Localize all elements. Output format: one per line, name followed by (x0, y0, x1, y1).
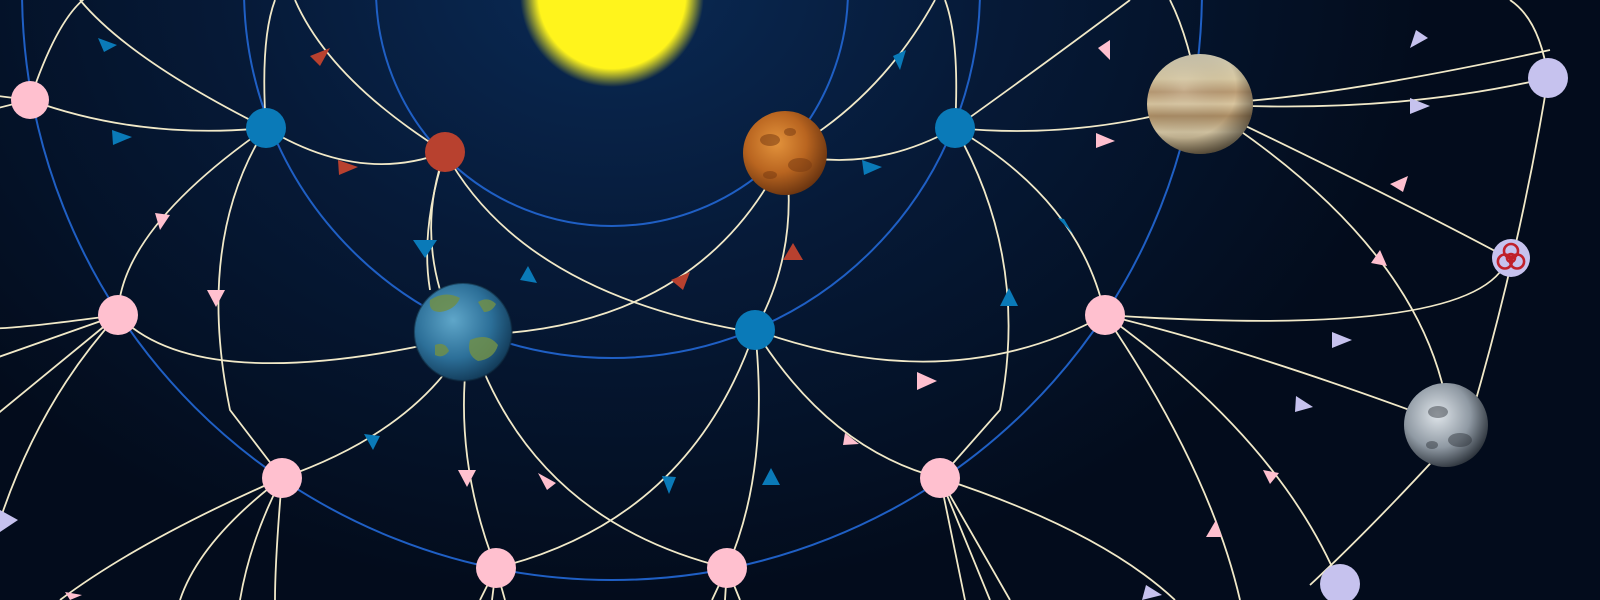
system-node-lavender[interactable] (1528, 58, 1568, 98)
route-arrows (0, 30, 1430, 600)
system-node-pink[interactable] (262, 458, 302, 498)
hyperlanes (0, 0, 1551, 600)
planet-barren-icon[interactable] (1404, 383, 1488, 467)
orbit-rings (21, 0, 1203, 581)
system-node-pink[interactable] (1085, 295, 1125, 335)
system-node-blue[interactable] (735, 310, 775, 350)
system-node-blue[interactable] (246, 108, 286, 148)
planet-gas-giant-icon[interactable] (1147, 54, 1253, 154)
planet-terran-icon[interactable] (413, 282, 513, 382)
fleet-arrows-blue (98, 38, 1073, 494)
sun-icon (520, 0, 704, 87)
system-node-pink[interactable] (920, 458, 960, 498)
route-arrows-pink (65, 40, 1408, 600)
systems (11, 54, 1568, 600)
route-arrows-lavender (0, 30, 1430, 600)
system-node-lavender[interactable] (1320, 564, 1360, 600)
biohazard-icon[interactable] (1492, 239, 1530, 277)
system-node-pink[interactable] (11, 81, 49, 119)
system-node-pink[interactable] (707, 548, 747, 588)
system-node-blue[interactable] (935, 108, 975, 148)
system-node-red[interactable] (425, 132, 465, 172)
system-node-pink[interactable] (476, 548, 516, 588)
system-node-pink[interactable] (98, 295, 138, 335)
planet-rust-icon[interactable] (743, 111, 827, 195)
fleet-arrows-red (310, 48, 803, 290)
